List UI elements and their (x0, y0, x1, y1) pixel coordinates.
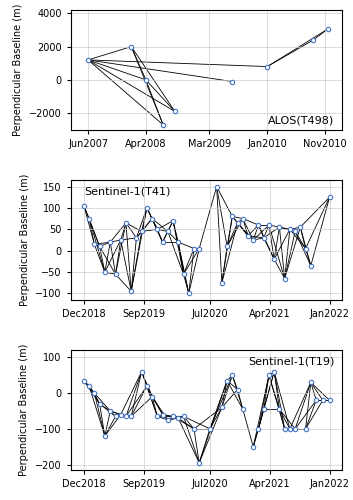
Point (160, 121, 166, 129)
Point (113, 270, 118, 278)
Point (325, 25, 330, 33)
Point (256, 221, 261, 229)
Point (86, 214, 92, 222)
Point (264, 62, 270, 70)
Point (175, 238, 181, 246)
Point (224, 376, 230, 384)
Point (287, 425, 293, 433)
Point (235, 219, 240, 227)
Point (327, 396, 333, 404)
Point (261, 405, 267, 413)
Point (149, 392, 155, 400)
Point (155, 412, 160, 420)
Point (292, 228, 298, 235)
Point (196, 244, 202, 252)
Point (160, 238, 166, 246)
Point (107, 238, 113, 246)
Point (303, 425, 309, 433)
Point (271, 368, 277, 376)
Point (170, 412, 176, 420)
Point (250, 443, 256, 451)
Point (207, 425, 213, 433)
Point (123, 219, 129, 227)
Point (181, 412, 186, 420)
Point (107, 407, 113, 415)
Point (219, 404, 225, 411)
Point (149, 214, 155, 222)
Y-axis label: Perpendicular Baseline (m): Perpendicular Baseline (m) (13, 4, 23, 136)
Point (81, 376, 87, 384)
Point (229, 78, 235, 86)
Point (282, 274, 287, 282)
Point (86, 382, 92, 390)
Point (172, 108, 178, 116)
Point (214, 182, 220, 190)
Point (245, 232, 251, 239)
Point (128, 412, 134, 420)
Point (308, 262, 313, 270)
Point (271, 256, 277, 264)
Point (292, 425, 298, 433)
Point (229, 212, 235, 220)
Point (298, 223, 303, 231)
Point (81, 202, 87, 210)
Point (196, 459, 202, 467)
Point (170, 216, 176, 224)
Point (181, 270, 186, 278)
Point (123, 412, 129, 420)
Point (240, 405, 246, 413)
Point (303, 244, 309, 252)
Point (113, 412, 118, 420)
Point (133, 234, 139, 242)
Point (165, 228, 170, 235)
Point (311, 36, 316, 44)
Point (219, 279, 225, 287)
Y-axis label: Perpendicular Baseline (m): Perpendicular Baseline (m) (19, 174, 30, 306)
Point (256, 425, 261, 433)
Point (191, 425, 197, 433)
Point (102, 432, 108, 440)
Text: Sentinel-1(T19): Sentinel-1(T19) (248, 356, 334, 366)
Point (144, 204, 150, 212)
Point (277, 223, 282, 231)
Point (118, 410, 124, 418)
Point (139, 228, 144, 235)
Text: Sentinel-1(T41): Sentinel-1(T41) (84, 186, 170, 196)
Point (91, 389, 97, 397)
Point (229, 371, 235, 379)
Point (320, 396, 325, 404)
Point (261, 234, 267, 242)
Point (118, 236, 124, 244)
Point (91, 240, 97, 248)
Point (144, 382, 150, 390)
Point (282, 425, 287, 433)
Point (235, 386, 240, 394)
Point (224, 242, 230, 250)
Point (97, 400, 102, 408)
Point (175, 414, 181, 422)
Point (97, 242, 102, 250)
Point (128, 288, 134, 296)
Point (85, 56, 91, 64)
Point (128, 42, 134, 50)
Point (240, 214, 246, 222)
Point (139, 368, 144, 376)
Point (186, 290, 192, 298)
Point (313, 396, 319, 404)
Point (160, 410, 166, 418)
Text: ALOS(T498): ALOS(T498) (268, 116, 334, 126)
Point (165, 416, 170, 424)
Point (277, 405, 282, 413)
Point (266, 371, 272, 379)
Point (308, 378, 313, 386)
Point (327, 193, 333, 201)
Point (250, 236, 256, 244)
Y-axis label: Perpendicular Baseline (m): Perpendicular Baseline (m) (19, 344, 29, 476)
Point (266, 221, 272, 229)
Point (287, 226, 293, 234)
Point (143, 76, 149, 84)
Point (155, 226, 160, 234)
Point (191, 244, 197, 252)
Point (102, 268, 108, 276)
